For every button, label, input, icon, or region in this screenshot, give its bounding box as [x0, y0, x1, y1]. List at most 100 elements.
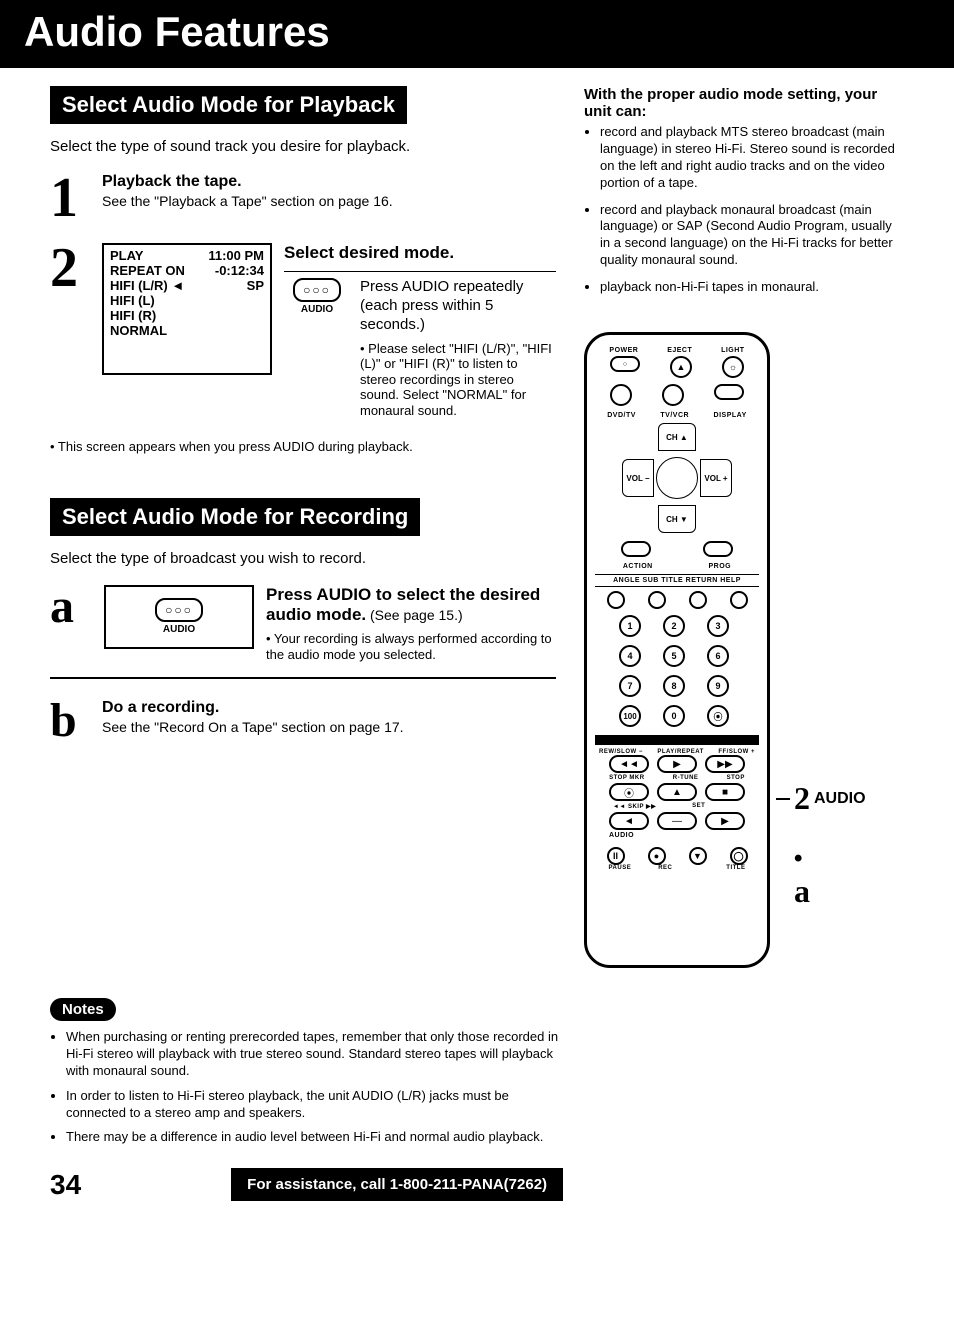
notes-item: There may be a difference in audio level… — [66, 1129, 570, 1146]
remote-t2-lbl-1: SET — [692, 803, 705, 810]
audio-button-graphic: ○○○ AUDIO — [284, 278, 350, 315]
remote-transport-2: ⦿ ▲ ■ — [595, 783, 759, 801]
remote-lbl-display: DISPLAY — [714, 412, 747, 419]
notes-item: When purchasing or renting prerecorded t… — [66, 1029, 570, 1080]
remote-t1-lbl-2: STOP — [727, 775, 745, 781]
audio-button-icon-a: ○○○ — [155, 598, 203, 622]
section-heading-playback: Select Audio Mode for Playback — [50, 86, 407, 124]
audio-button-icon: ○○○ — [293, 278, 341, 302]
step-1-title: Playback the tape. — [102, 173, 556, 191]
mode-note: • Please select "HIFI (L/R)", "HIFI (L)"… — [360, 341, 556, 419]
osd-hifi-r: HIFI (R) — [110, 309, 264, 324]
osd-sp: SP — [247, 279, 264, 294]
remote-num-7[interactable]: 7 — [619, 675, 641, 697]
sidebar-item: record and playback MTS stereo broadcast… — [600, 124, 904, 192]
remote-t2-1[interactable]: ▲ — [657, 783, 697, 801]
remote-num-6[interactable]: 6 — [707, 645, 729, 667]
left-column: Select Audio Mode for Playback Select th… — [50, 86, 556, 968]
osd-repeat: REPEAT ON — [110, 264, 185, 279]
remote-lbl-power: POWER — [609, 347, 638, 354]
remote-t3-1[interactable]: — — [657, 812, 697, 830]
remote-numpad: 1 2 3 4 5 6 7 8 9 100 0 ⦿ — [595, 615, 759, 727]
remote-strip-labels: ANGLE SUB TITLE RETURN HELP — [595, 574, 759, 587]
remote-power-button[interactable]: ○ — [610, 356, 640, 372]
remote-transport-1: ◄◄ ▶ ▶▶ — [595, 755, 759, 773]
remote-rew[interactable]: ◄◄ — [609, 755, 649, 773]
sidebar-list: record and playback MTS stereo broadcast… — [584, 124, 904, 296]
remote-num-0[interactable]: 0 — [663, 705, 685, 727]
remote-subtitle-button[interactable] — [648, 591, 666, 609]
remote-dvd-button[interactable] — [610, 384, 632, 406]
osd-hifi-lr: HIFI (L/R) ◄ — [110, 279, 184, 294]
notes-section: Notes When purchasing or renting prereco… — [0, 998, 620, 1146]
step-b-letter: b — [50, 699, 92, 742]
remote-vol-up[interactable]: VOL + — [700, 459, 732, 497]
step-2-number: 2 — [50, 243, 92, 418]
osd-hifi-l: HIFI (L) — [110, 294, 264, 309]
remote-dpad-center[interactable] — [656, 457, 698, 499]
remote-num-8[interactable]: 8 — [663, 675, 685, 697]
remote-lbl-prog: PROG — [708, 563, 731, 570]
step-1-sub: See the "Playback a Tape" section on pag… — [102, 193, 556, 209]
step-b-title: Do a recording. — [102, 699, 556, 717]
remote-callouts: 2 AUDIO • a — [776, 390, 866, 910]
remote-num-3[interactable]: 3 — [707, 615, 729, 637]
remote-pause[interactable]: II — [607, 847, 625, 865]
remote-num-5[interactable]: 5 — [663, 645, 685, 667]
remote-num-1[interactable]: 1 — [619, 615, 641, 637]
remote-t1-lbl-0: STOP MKR — [609, 775, 644, 781]
remote-vol-down[interactable]: VOL − — [622, 459, 654, 497]
divider — [50, 677, 556, 679]
audio-button-label: AUDIO — [284, 304, 350, 315]
remote-action-button[interactable] — [621, 541, 651, 557]
remote-lbl-dvd: DVD/TV — [607, 412, 636, 419]
remote-t1-lbl-1: R-TUNE — [673, 775, 699, 781]
remote-dpad: CH ▲ CH ▼ VOL − VOL + — [622, 423, 732, 533]
remote-return-button[interactable] — [689, 591, 707, 609]
remote-wrapper: POWER EJECT LIGHT ○ ▲ ☼ DVD/TV TV/VCR — [584, 332, 904, 968]
remote-t3-2[interactable]: ▶ — [705, 812, 745, 830]
remote-down[interactable]: ▼ — [689, 847, 707, 865]
page-number: 34 — [50, 1169, 81, 1201]
remote-angle-button[interactable] — [607, 591, 625, 609]
remote-light-button[interactable]: ☼ — [722, 356, 744, 378]
notes-item: In order to listen to Hi-Fi stereo playb… — [66, 1088, 570, 1122]
remote-rec[interactable]: ● — [648, 847, 666, 865]
remote-num-2[interactable]: 2 — [663, 615, 685, 637]
remote-help-button[interactable] — [730, 591, 748, 609]
remote-t2-2[interactable]: ■ — [705, 783, 745, 801]
remote-num-4[interactable]: 4 — [619, 645, 641, 667]
step-1: 1 Playback the tape. See the "Playback a… — [50, 173, 556, 223]
step-a-note: • Your recording is always performed acc… — [266, 631, 556, 664]
notes-list: When purchasing or renting prerecorded t… — [50, 1029, 570, 1146]
remote-prog-button[interactable] — [703, 541, 733, 557]
remote-t3-0[interactable]: ◄ — [609, 812, 649, 830]
remote-play[interactable]: ▶ — [657, 755, 697, 773]
remote-t2-0[interactable]: ⦿ — [609, 783, 649, 801]
remote-ch-up[interactable]: CH ▲ — [658, 423, 696, 451]
footer: 34 For assistance, call 1-800-211-PANA(7… — [0, 1154, 954, 1225]
notes-heading: Notes — [50, 998, 116, 1021]
remote-eject-button[interactable]: ▲ — [670, 356, 692, 378]
remote-lbl-light: LIGHT — [721, 347, 745, 354]
step-b: b Do a recording. See the "Record On a T… — [50, 699, 556, 742]
remote-tvvcr-button[interactable] — [662, 384, 684, 406]
osd-time: 11:00 PM — [208, 249, 264, 264]
remote-num-clear[interactable]: ⦿ — [707, 705, 729, 727]
step-1-number: 1 — [50, 173, 92, 223]
remote-display-button[interactable] — [714, 384, 744, 400]
remote-t2-lbl-0: ◄◄ SKIP ▶▶ — [613, 803, 656, 810]
remote-title[interactable]: ◯ — [730, 847, 748, 865]
step-b-sub: See the "Record On a Tape" section on pa… — [102, 719, 556, 735]
remote-b-lbl-1: REC — [658, 865, 672, 871]
callout-a: a — [794, 873, 810, 910]
remote-num-9[interactable]: 9 — [707, 675, 729, 697]
callout-2-label: AUDIO — [814, 790, 866, 808]
remote-ch-down[interactable]: CH ▼ — [658, 505, 696, 533]
remote-num-100[interactable]: 100 — [619, 705, 641, 727]
section-heading-recording: Select Audio Mode for Recording — [50, 498, 420, 536]
remote-black-stripe — [595, 735, 759, 745]
title-bar: Audio Features — [0, 0, 954, 68]
remote-audio-label: AUDIO — [595, 832, 759, 839]
remote-ff[interactable]: ▶▶ — [705, 755, 745, 773]
